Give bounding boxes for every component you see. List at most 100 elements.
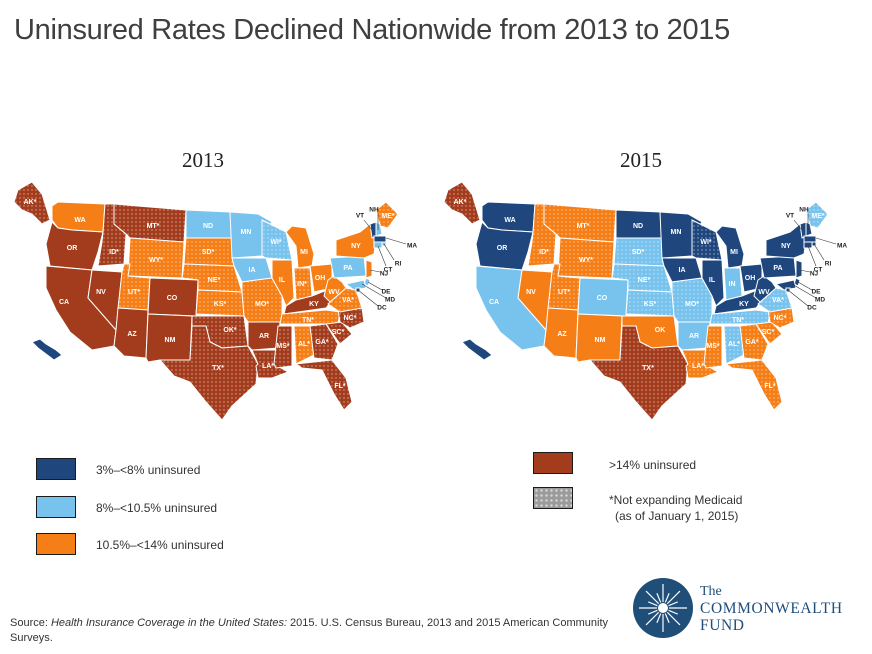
state-label-de: DE	[811, 289, 821, 296]
logo-ray	[668, 601, 679, 607]
state-ok-not-expanding-pattern	[192, 316, 248, 348]
state-label-ak: AK*	[454, 199, 467, 206]
state-label-nh: NH	[799, 207, 809, 214]
state-label-hi: HI	[37, 365, 44, 372]
state-label-tn: TN*	[302, 317, 314, 324]
state-ms-not-expanding-pattern	[274, 326, 292, 368]
state-label-ky: KY	[739, 301, 749, 308]
legend-label-dark-blue: 3%–<8% uninsured	[96, 463, 201, 477]
state-ct-2013	[373, 241, 383, 249]
state-sc-not-expanding-pattern	[756, 322, 782, 344]
state-label-ne: NE*	[208, 277, 221, 284]
state-label-ga: GA*	[315, 339, 329, 346]
leader-line-vt	[793, 219, 803, 231]
state-fl-not-expanding-pattern	[726, 360, 782, 410]
state-me-not-expanding-pattern	[806, 202, 828, 228]
state-tn-not-expanding-pattern	[280, 310, 340, 324]
state-label-ks: KS*	[214, 301, 227, 308]
state-sd-not-expanding-pattern	[184, 238, 234, 266]
logo-ray	[656, 592, 662, 603]
state-label-tx: TX*	[212, 365, 224, 372]
state-label-wv: WV	[328, 289, 340, 296]
logo-ray	[647, 601, 658, 607]
state-or-2015	[475, 221, 534, 271]
state-hi-2013	[31, 338, 63, 361]
state-label-ct: CT	[814, 267, 823, 274]
logo-wordmark: The COMMONWEALTH FUND	[700, 583, 843, 634]
state-label-mt: MT*	[577, 223, 590, 230]
state-label-nc: NC*	[344, 315, 357, 322]
leader-line-md	[791, 283, 817, 299]
state-label-ga: GA*	[745, 339, 759, 346]
leader-line-dc	[787, 289, 809, 307]
state-label-nm: NM	[165, 337, 176, 344]
logo-ray	[645, 590, 660, 605]
state-label-ar: AR	[259, 333, 269, 340]
state-nj-2015	[795, 259, 803, 279]
leader-line-md	[361, 283, 387, 299]
state-label-ky: KY	[309, 301, 319, 308]
logo-line1: COMMONWEALTH	[700, 600, 843, 617]
state-ne-not-expanding-pattern	[182, 264, 242, 292]
state-label-nj: NJ	[810, 271, 819, 278]
state-ga-not-expanding-pattern	[310, 324, 338, 360]
legend-swatch-rust	[533, 452, 573, 474]
state-label-md: MD	[815, 297, 825, 304]
state-mo-not-expanding-pattern	[242, 278, 282, 322]
state-or-2013	[45, 221, 104, 271]
leader-line-dc	[357, 289, 379, 307]
state-label-wa: WA	[74, 217, 85, 224]
logo-ray	[664, 592, 670, 603]
state-label-al: AL*	[298, 341, 310, 348]
logo-ray	[664, 613, 670, 624]
state-wy-not-expanding-pattern	[128, 238, 184, 278]
state-label-fl: FL*	[764, 383, 776, 390]
logo-ray	[645, 611, 660, 626]
state-label-ma: MA	[837, 243, 847, 250]
state-label-me: ME*	[381, 213, 395, 220]
state-label-hi: HI	[467, 365, 474, 372]
state-label-or: OR	[67, 245, 78, 252]
state-label-or: OR	[497, 245, 508, 252]
state-al-not-expanding-pattern	[294, 326, 316, 364]
state-nc-not-expanding-pattern	[768, 308, 794, 328]
state-label-sd: SD*	[202, 249, 215, 256]
state-label-oh: OH	[315, 275, 326, 282]
legend-label-not-expanding: *Not expanding Medicaid	[609, 493, 743, 507]
leader-line-de	[367, 281, 383, 291]
state-tx-not-expanding-pattern	[590, 326, 688, 420]
state-ar-2015	[677, 321, 711, 351]
state-ks-not-expanding-pattern	[626, 290, 674, 316]
legend-swatch-orange	[36, 533, 76, 555]
state-me-not-expanding-pattern	[376, 202, 398, 228]
state-label-sd: SD*	[632, 249, 645, 256]
state-label-va: VA*	[342, 297, 354, 304]
state-label-mn: MN	[241, 229, 252, 236]
state-label-il: IL	[709, 277, 716, 284]
leader-line-vt	[363, 219, 373, 231]
state-md-2015	[774, 279, 797, 291]
state-label-dc: DC	[377, 305, 387, 312]
state-ma-2013	[373, 235, 387, 243]
state-md-2013	[344, 279, 367, 291]
state-ma-2015	[803, 235, 817, 243]
state-label-wv: WV	[758, 289, 770, 296]
state-label-wa: WA	[504, 217, 515, 224]
state-label-de: DE	[381, 289, 391, 296]
state-wi-not-expanding-pattern	[262, 220, 292, 260]
state-ar-2013	[247, 321, 281, 351]
state-label-co: CO	[167, 295, 178, 302]
state-label-la: LA*	[262, 363, 274, 370]
state-ct-2015	[803, 241, 813, 249]
leader-line-ri	[383, 243, 395, 261]
leader-line-ma	[815, 237, 837, 245]
state-label-wi: WI*	[270, 239, 282, 246]
map-year-2013: 2013	[182, 148, 224, 172]
state-label-nd: ND	[203, 223, 213, 230]
state-ms-not-expanding-pattern	[704, 326, 722, 368]
state-mo-not-expanding-pattern	[672, 278, 712, 322]
us-map-2015: AK* HI WA OR CA NV ID* MT* WY* UT* AZ CO NM ND SD* NE* K…	[440, 180, 865, 430]
state-tn-not-expanding-pattern	[710, 310, 770, 324]
leader-line-nj	[369, 269, 381, 273]
state-wi-not-expanding-pattern	[692, 220, 722, 260]
